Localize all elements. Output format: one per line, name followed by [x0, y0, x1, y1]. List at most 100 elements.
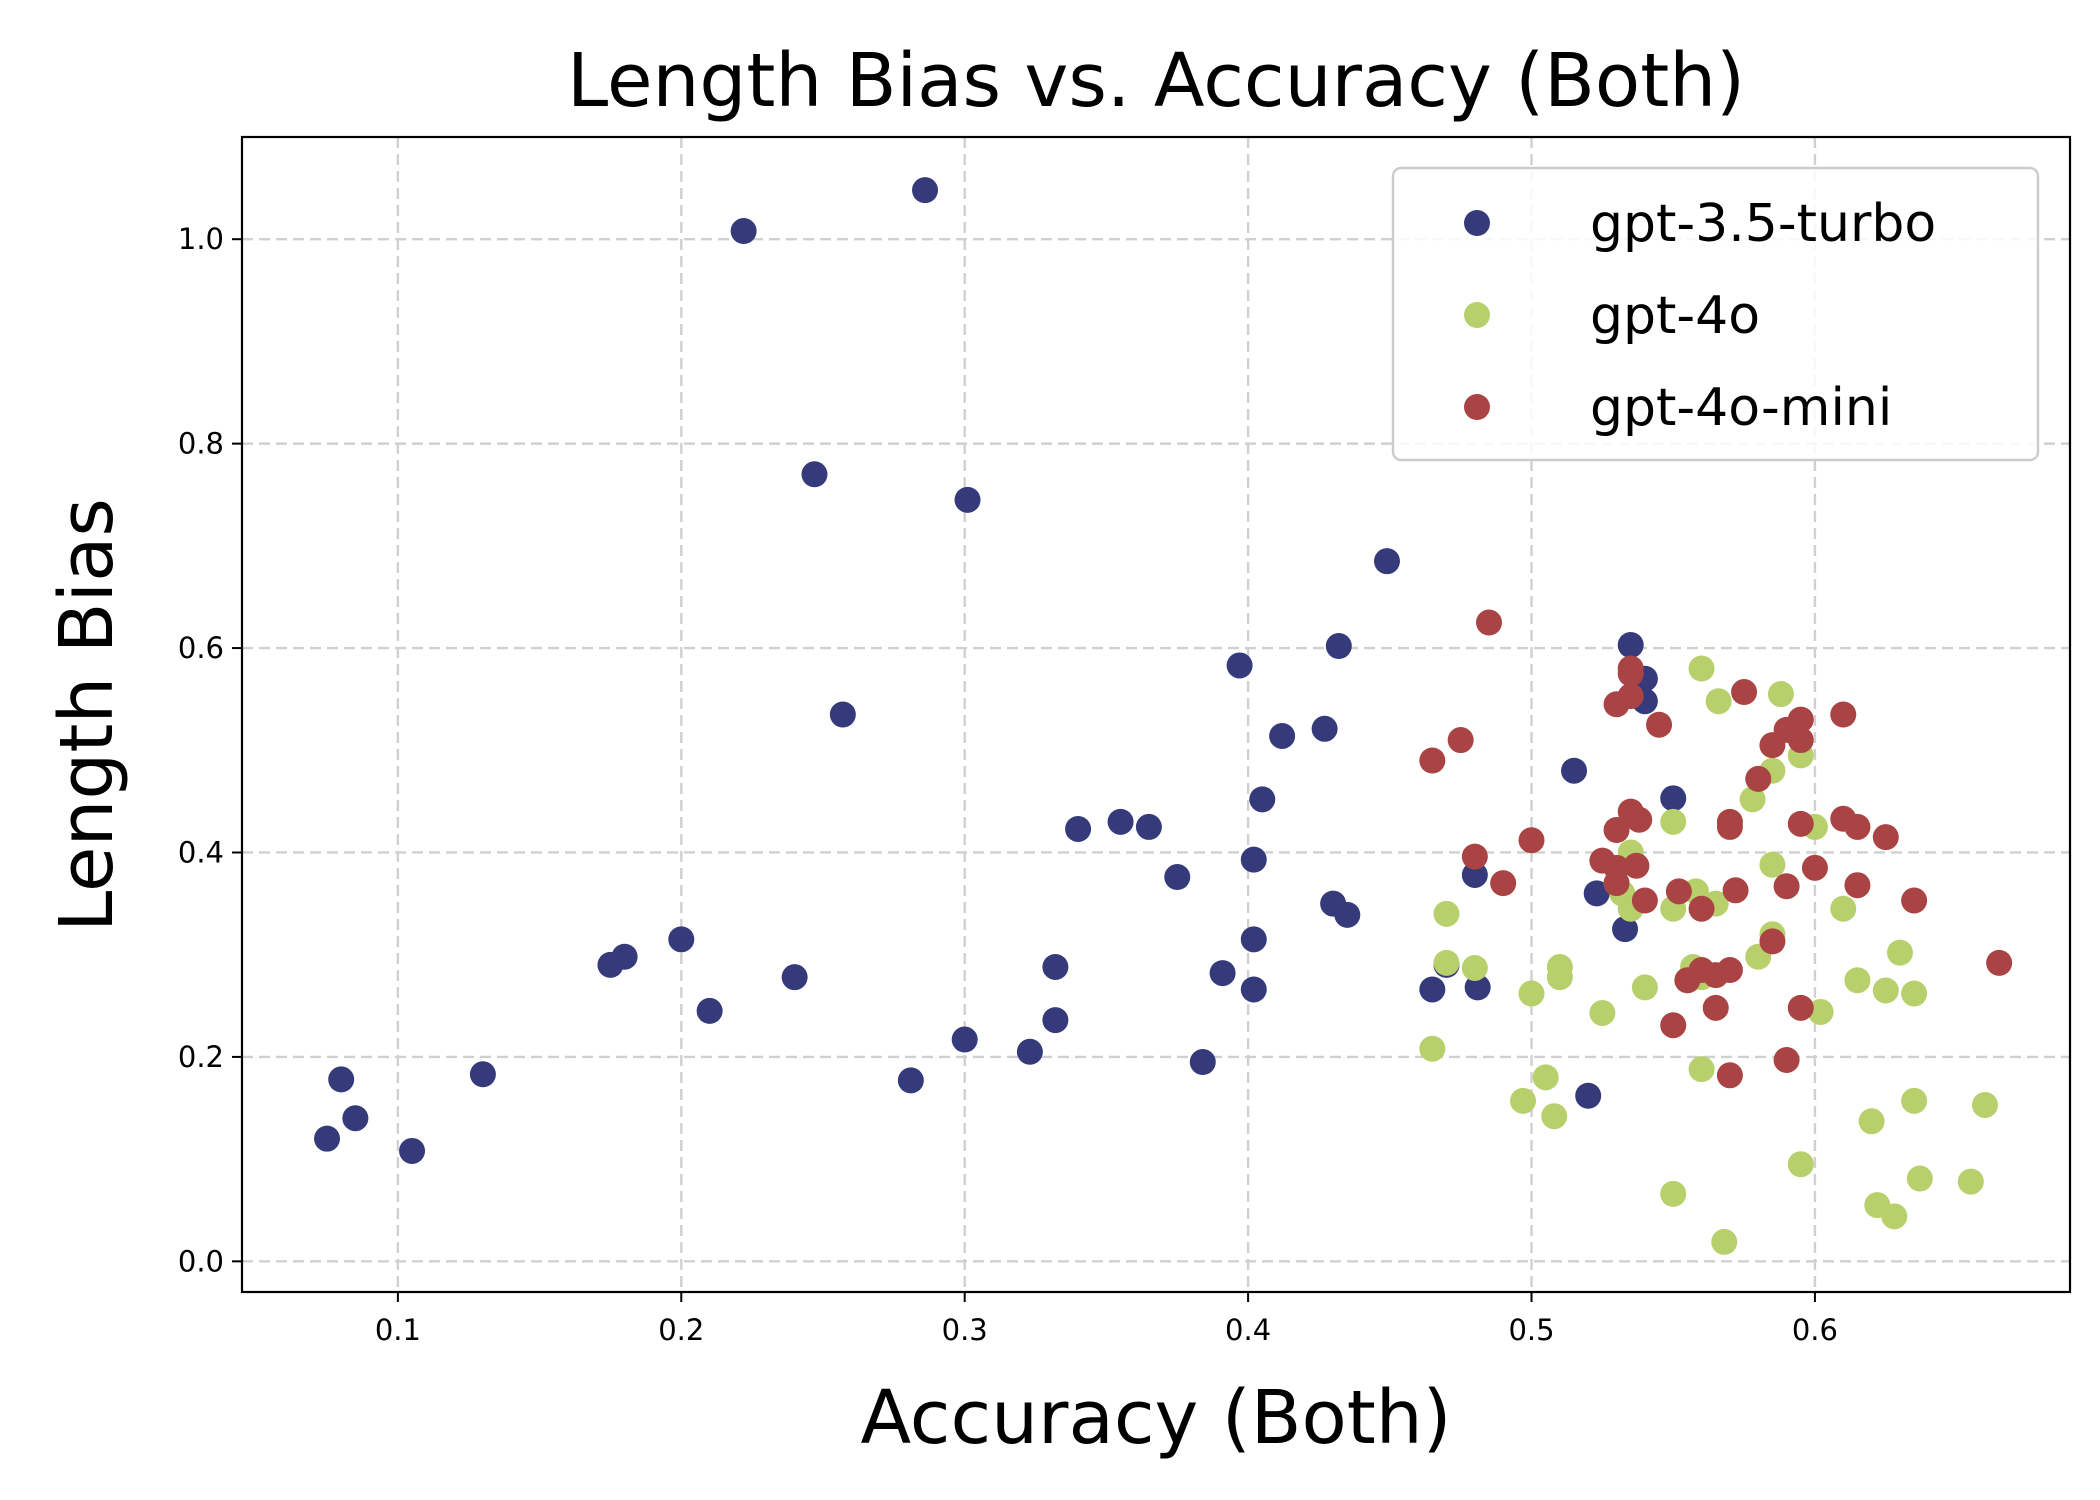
- data-point-gpt-3.5-turbo: [1575, 1082, 1602, 1109]
- data-point-gpt-3.5-turbo: [954, 486, 981, 513]
- data-point-gpt-3.5-turbo: [912, 177, 939, 204]
- data-point-gpt-4o-mini: [1603, 870, 1630, 897]
- plot-frame: [240, 135, 2072, 1294]
- data-point-gpt-4o: [1546, 964, 1573, 991]
- data-point-gpt-3.5-turbo: [730, 218, 757, 245]
- data-point-gpt-4o-mini: [1490, 870, 1517, 897]
- data-point-gpt-4o-mini: [1716, 957, 1743, 984]
- data-point-gpt-3.5-turbo: [1135, 813, 1162, 840]
- y-axis-label: Length Bias: [44, 498, 130, 932]
- data-point-gpt-4o-mini: [1631, 887, 1658, 914]
- data-point-gpt-4o: [1957, 1168, 1984, 1195]
- data-point-gpt-4o-mini: [1447, 727, 1474, 754]
- data-point-gpt-3.5-turbo: [951, 1026, 978, 1053]
- data-point-gpt-3.5-turbo: [1419, 976, 1446, 1003]
- data-point-gpt-4o: [1518, 980, 1545, 1007]
- x-tick-label: 0.1: [375, 1313, 421, 1347]
- data-point-gpt-3.5-turbo: [1016, 1038, 1043, 1065]
- data-point-gpt-4o-mini: [1759, 928, 1786, 955]
- legend-label-gpt-4o: gpt-4o: [1590, 286, 1760, 346]
- data-point-gpt-4o-mini: [1830, 701, 1857, 728]
- data-point-gpt-3.5-turbo: [1209, 960, 1236, 987]
- data-point-gpt-3.5-turbo: [469, 1061, 496, 1088]
- data-point-gpt-4o-mini: [1787, 706, 1814, 733]
- data-point-gpt-4o: [1872, 977, 1899, 1004]
- data-point-gpt-4o-mini: [1787, 727, 1814, 754]
- chart-title: Length Bias vs. Accuracy (Both): [567, 38, 1745, 124]
- data-point-gpt-3.5-turbo: [1464, 974, 1491, 1001]
- data-point-gpt-4o: [1660, 1180, 1687, 1207]
- data-point-gpt-3.5-turbo: [1325, 633, 1352, 660]
- data-point-gpt-4o-mini: [1665, 878, 1692, 905]
- data-point-gpt-4o-mini: [1688, 895, 1715, 922]
- data-point-gpt-4o: [1532, 1064, 1559, 1091]
- data-point-gpt-4o: [1886, 939, 1913, 966]
- data-point-gpt-4o: [1901, 980, 1928, 1007]
- data-point-gpt-4o-mini: [1716, 1062, 1743, 1089]
- data-point-gpt-4o: [1759, 851, 1786, 878]
- x-axis-label: Accuracy (Both): [860, 1375, 1451, 1461]
- data-point-gpt-4o: [1711, 1228, 1738, 1255]
- x-tick-label: 0.5: [1508, 1313, 1554, 1347]
- legend-marker-gpt-4o: [1464, 302, 1490, 328]
- data-point-gpt-4o: [1739, 786, 1766, 813]
- x-tick-label: 0.3: [942, 1313, 988, 1347]
- data-point-gpt-4o: [1541, 1103, 1568, 1130]
- data-point-gpt-4o-mini: [1518, 827, 1545, 854]
- data-point-gpt-3.5-turbo: [668, 926, 695, 953]
- axis-ticks: 0.1 0.2 0.3 0.4 0.5 0.6 0.0 0.2 0.4 0.6 0.8 1.0: [178, 222, 1838, 1347]
- data-point-gpt-4o: [1688, 655, 1715, 682]
- data-point-gpt-4o-mini: [1716, 813, 1743, 840]
- legend-box: [1391, 166, 2040, 462]
- data-point-gpt-4o-mini: [1745, 765, 1772, 792]
- data-point-gpt-3.5-turbo: [1660, 785, 1687, 812]
- legend: gpt-3.5-turbo gpt-4o gpt-4o-mini: [1391, 166, 2040, 462]
- data-point-gpt-4o: [1433, 900, 1460, 927]
- legend-marker-gpt-3.5-turbo: [1464, 210, 1490, 236]
- y-tick-label: 0.6: [178, 631, 224, 665]
- data-point-gpt-4o: [1844, 967, 1871, 994]
- data-point-gpt-3.5-turbo: [1042, 1007, 1069, 1034]
- data-point-gpt-3.5-turbo: [1240, 846, 1267, 873]
- data-point-gpt-3.5-turbo: [328, 1066, 355, 1093]
- data-point-gpt-3.5-turbo: [1334, 901, 1361, 928]
- data-point-gpt-3.5-turbo: [314, 1125, 341, 1152]
- data-point-gpt-3.5-turbo: [696, 997, 723, 1024]
- data-point-gpt-3.5-turbo: [1561, 757, 1588, 784]
- data-point-gpt-4o-mini: [1801, 854, 1828, 881]
- legend-label-gpt-3.5-turbo: gpt-3.5-turbo: [1590, 194, 1936, 254]
- data-point-gpt-4o-mini: [1626, 806, 1653, 833]
- y-tick-label: 0.0: [178, 1244, 224, 1278]
- data-point-gpt-4o-mini: [1986, 949, 2013, 976]
- data-point-gpt-3.5-turbo: [1107, 808, 1134, 835]
- data-point-gpt-4o: [1858, 1108, 1885, 1135]
- data-point-gpt-4o: [1419, 1035, 1446, 1062]
- data-point-gpt-4o-mini: [1872, 824, 1899, 851]
- data-point-gpt-4o-mini: [1901, 887, 1928, 914]
- data-point-gpt-3.5-turbo: [1311, 715, 1338, 742]
- y-tick-label: 0.8: [178, 427, 224, 461]
- data-point-gpt-4o-mini: [1773, 1046, 1800, 1073]
- data-point-gpt-4o: [1589, 999, 1616, 1026]
- data-point-gpt-4o-mini: [1617, 683, 1644, 710]
- data-point-gpt-3.5-turbo: [781, 964, 808, 991]
- data-point-gpt-4o: [1901, 1087, 1928, 1114]
- data-point-gpt-4o-mini: [1731, 679, 1758, 706]
- data-point-gpt-4o-mini: [1844, 813, 1871, 840]
- legend-marker-gpt-4o-mini: [1464, 394, 1490, 420]
- data-point-gpt-4o: [1971, 1091, 1998, 1118]
- data-point-gpt-3.5-turbo: [829, 701, 856, 728]
- y-tick-label: 1.0: [178, 222, 224, 256]
- legend-label-gpt-4o-mini: gpt-4o-mini: [1590, 378, 1892, 438]
- y-tick-label: 0.4: [178, 835, 224, 869]
- data-point-gpt-3.5-turbo: [1042, 953, 1069, 980]
- data-point-gpt-4o-mini: [1844, 872, 1871, 899]
- data-point-gpt-4o-mini: [1702, 994, 1729, 1021]
- data-point-gpt-3.5-turbo: [1226, 652, 1253, 679]
- data-point-gpt-4o-mini: [1603, 817, 1630, 843]
- data-point-gpt-4o-mini: [1623, 852, 1650, 879]
- data-point-gpt-4o-mini: [1787, 810, 1814, 837]
- data-point-gpt-3.5-turbo: [1617, 631, 1644, 658]
- data-point-gpt-4o: [1688, 1056, 1715, 1083]
